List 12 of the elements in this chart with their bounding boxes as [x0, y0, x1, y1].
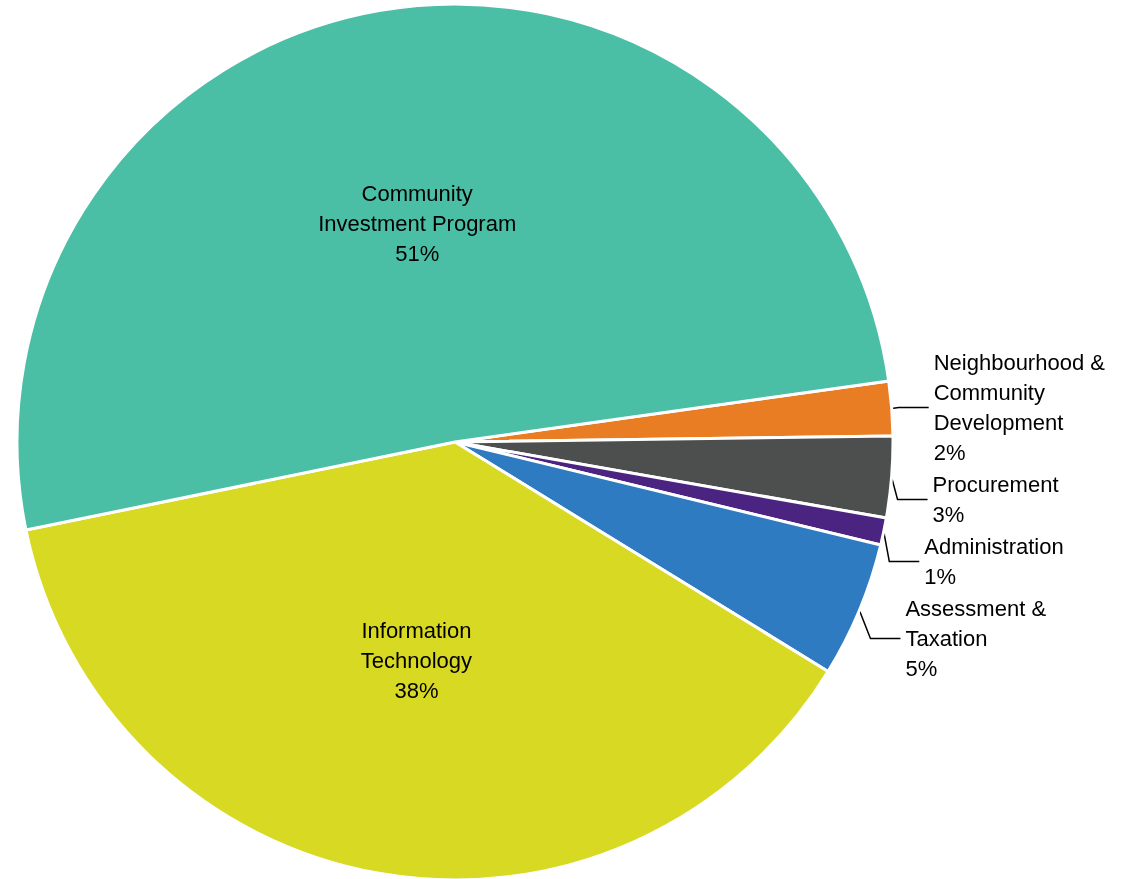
slice-label: Information Technology: [360, 618, 473, 674]
slice-label: Neighbourhood & Community Development: [933, 349, 1106, 435]
slice-label: Community Investment Program: [318, 180, 517, 236]
data-label: 1%: [924, 563, 957, 589]
slice-label: Administration: [924, 533, 1064, 559]
data-label: 3%: [932, 501, 965, 527]
data-label: 5%: [905, 655, 938, 681]
data-label: 51%: [395, 240, 440, 266]
data-label: 2%: [933, 439, 966, 465]
data-label: 38%: [394, 678, 439, 704]
slice-label: Assessment & Taxation: [905, 595, 1047, 651]
slice-label: Procurement: [932, 471, 1059, 497]
